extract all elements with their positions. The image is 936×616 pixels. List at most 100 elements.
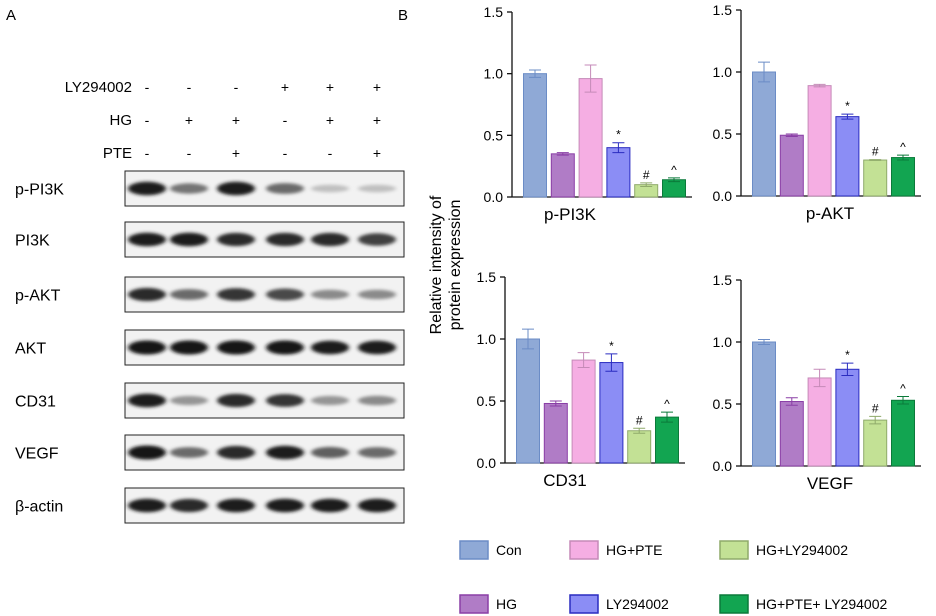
error-bar xyxy=(813,83,826,88)
condition-sign: + xyxy=(232,145,240,161)
protein-band xyxy=(170,183,208,194)
error-bar xyxy=(549,400,562,407)
protein-band xyxy=(170,498,208,513)
bar xyxy=(779,401,804,467)
condition-sign: + xyxy=(373,79,381,95)
y-axis-label-line2: protein expression xyxy=(447,200,464,331)
y-tick-label: 0.0 xyxy=(713,458,733,474)
legend-swatch xyxy=(569,594,599,614)
condition-sign: + xyxy=(373,112,381,128)
condition-sign: - xyxy=(145,112,150,128)
y-tick-label: 0.5 xyxy=(477,393,497,409)
blot-label: p-AKT xyxy=(15,288,61,305)
legend-swatch xyxy=(459,594,489,614)
protein-band xyxy=(217,181,255,196)
legend-label: HG+PTE xyxy=(606,542,662,558)
y-tick-label: 0.0 xyxy=(713,188,733,204)
protein-band xyxy=(358,395,396,406)
protein-band xyxy=(170,395,208,406)
condition-label: PTE xyxy=(103,145,132,162)
blot-label: VEGF xyxy=(15,446,59,463)
y-tick-label: 1.0 xyxy=(477,331,497,347)
condition-label: HG xyxy=(110,112,133,129)
significance-mark: # xyxy=(643,168,650,182)
bar xyxy=(599,362,624,464)
error-bar xyxy=(869,159,882,161)
protein-band xyxy=(217,498,255,513)
protein-band xyxy=(217,288,255,301)
condition-sign: - xyxy=(145,145,150,161)
protein-band xyxy=(217,340,255,355)
condition-sign: + xyxy=(232,112,240,128)
condition-sign: - xyxy=(187,145,192,161)
y-tick-label: 1.5 xyxy=(713,272,733,288)
bar xyxy=(807,377,832,467)
protein-band xyxy=(217,232,255,247)
significance-mark: # xyxy=(636,413,643,427)
condition-sign: + xyxy=(326,79,334,95)
bar xyxy=(807,85,832,197)
y-tick-label: 0.0 xyxy=(484,189,504,205)
protein-band xyxy=(358,498,396,513)
protein-band xyxy=(128,181,166,196)
significance-mark: * xyxy=(609,339,614,353)
protein-band xyxy=(266,498,304,513)
y-tick-label: 1.0 xyxy=(484,66,504,82)
protein-band xyxy=(128,445,166,460)
protein-band xyxy=(128,498,166,513)
error-bar xyxy=(661,411,673,423)
legend-swatch xyxy=(719,594,749,614)
protein-band xyxy=(358,447,396,458)
bar xyxy=(891,157,915,197)
legend-label: LY294002 xyxy=(606,596,669,612)
protein-band xyxy=(358,289,396,300)
significance-mark: * xyxy=(616,128,621,142)
protein-band xyxy=(128,340,166,355)
bar xyxy=(835,116,860,197)
protein-band xyxy=(128,287,166,302)
y-tick-label: 0.5 xyxy=(484,127,504,143)
bar xyxy=(863,159,888,197)
protein-band xyxy=(358,340,396,355)
protein-band xyxy=(266,394,304,407)
y-tick-label: 0.5 xyxy=(713,396,733,412)
protein-band xyxy=(311,340,349,355)
blot-label: p-PI3K xyxy=(15,182,64,199)
y-tick-label: 1.5 xyxy=(477,269,497,285)
legend-label: HG xyxy=(496,596,517,612)
protein-band xyxy=(311,184,349,193)
error-bar xyxy=(758,339,770,345)
bar xyxy=(835,368,860,467)
error-bar xyxy=(556,152,569,156)
bar-chart-p-akt: 0.0 0.5 1.0 1.5 * # ^ p-AKT xyxy=(713,2,921,223)
error-bar xyxy=(584,64,597,93)
y-tick-label: 1.5 xyxy=(713,2,733,18)
bar xyxy=(627,430,652,464)
bar-chart-vegf: 0.0 0.5 1.0 1.5 * # ^ VEGF xyxy=(713,272,921,493)
error-bar xyxy=(605,353,618,372)
blot-membrane xyxy=(124,434,405,471)
panel-a-label: A xyxy=(6,7,16,24)
y-tick-label: 1.5 xyxy=(484,4,504,20)
western-blot-panel: LY294002- - - + + +HG - + + - + +PTE - - + - - +p-PI3KPI3… xyxy=(15,79,405,524)
legend-swatch xyxy=(459,540,489,560)
blot-label: CD31 xyxy=(15,394,56,411)
bar xyxy=(543,402,568,464)
bar xyxy=(863,419,888,467)
condition-sign: - xyxy=(283,145,288,161)
bar-chart-cd31: 0.0 0.5 1.0 1.5 * # ^ CD31 xyxy=(477,269,685,490)
legend-swatch xyxy=(569,540,599,560)
error-bar xyxy=(841,113,854,120)
error-bar xyxy=(640,182,653,188)
error-bar xyxy=(529,69,541,78)
bar xyxy=(578,78,603,198)
bar xyxy=(550,153,575,198)
bar xyxy=(752,71,776,197)
significance-mark: ^ xyxy=(900,140,906,154)
bar xyxy=(752,341,776,467)
y-tick-label: 1.0 xyxy=(713,334,733,350)
condition-sign: - xyxy=(283,112,288,128)
legend: Con HG+PTE HG+LY294002 HG LY294002 HG+PTE+ LY… xyxy=(459,540,887,614)
error-bar xyxy=(813,368,826,388)
error-bar xyxy=(841,362,854,376)
